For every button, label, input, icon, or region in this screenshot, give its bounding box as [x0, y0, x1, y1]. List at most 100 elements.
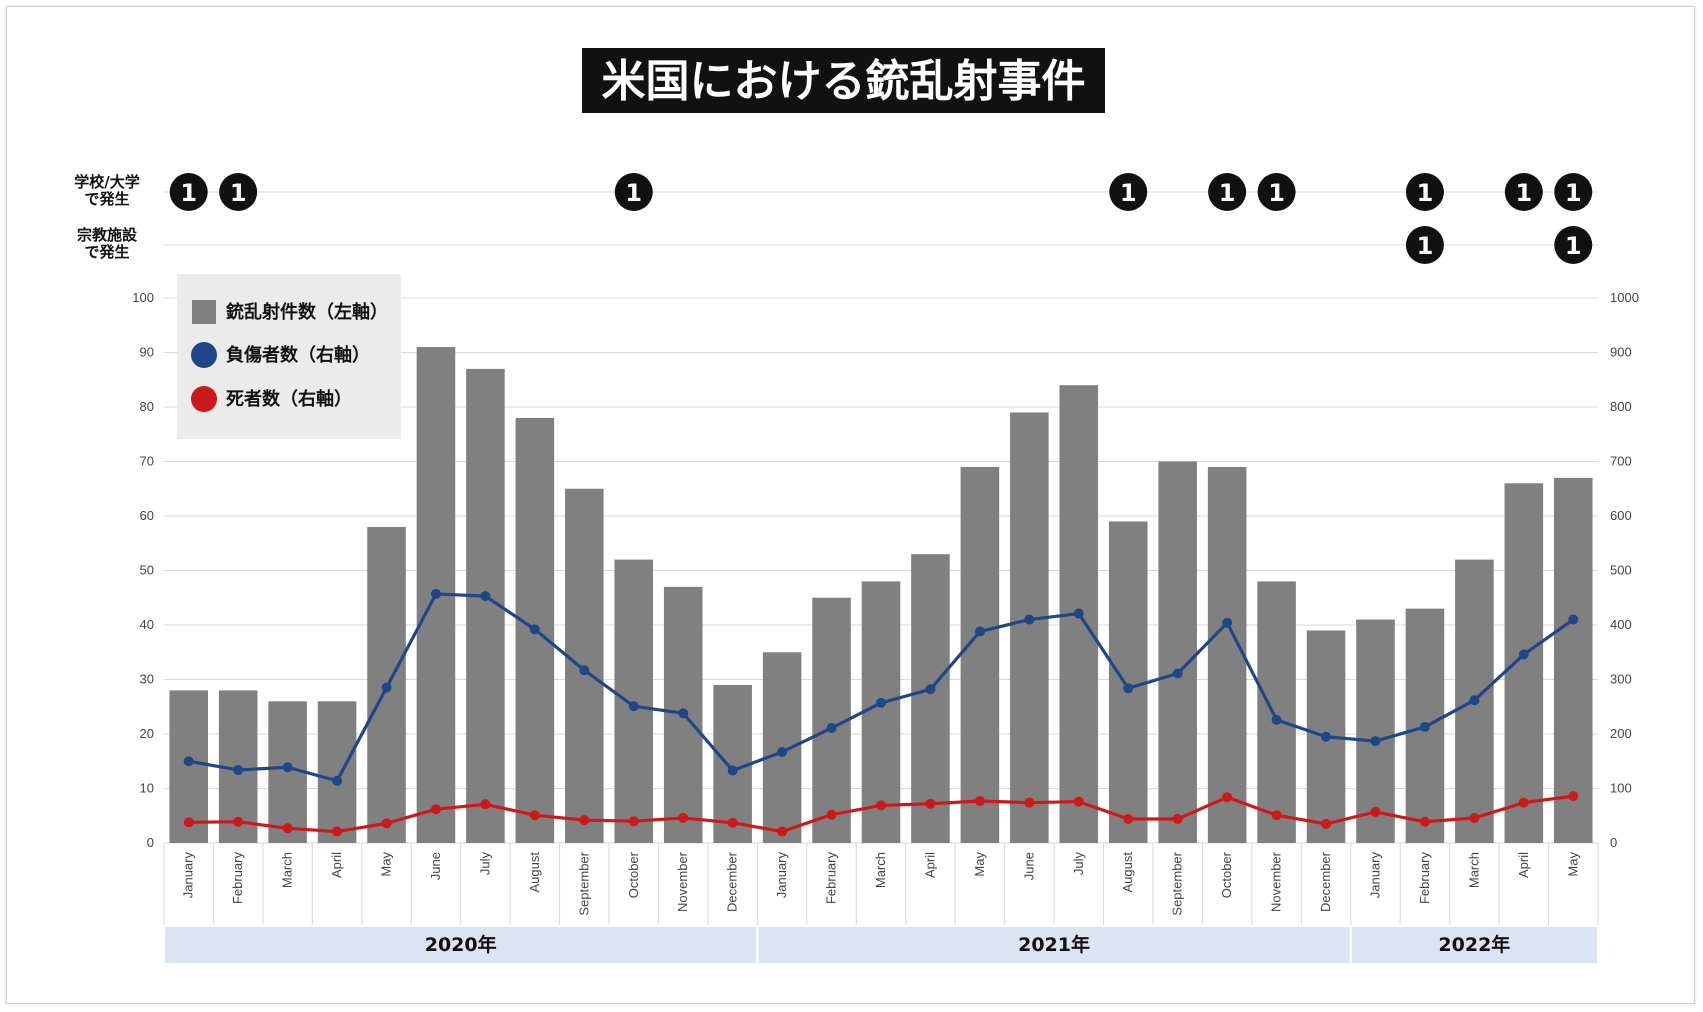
deaths-point — [282, 823, 293, 834]
year-label: 2021年 — [1018, 933, 1090, 956]
deaths-point — [1419, 816, 1430, 827]
right-tick-label: 300 — [1610, 672, 1632, 687]
injured-point — [1370, 736, 1381, 747]
left-tick-label: 40 — [140, 617, 154, 632]
injured-point — [183, 756, 194, 767]
incident-marker — [1208, 173, 1247, 211]
left-tick-label: 10 — [140, 781, 154, 796]
injured-point — [1024, 614, 1035, 625]
year-label: 2020年 — [425, 933, 497, 956]
deaths-point — [876, 800, 886, 811]
left-axis: 0 10 20 30 40 50 60 70 80 90 100 — [132, 290, 154, 850]
month-label: May — [1565, 852, 1580, 877]
right-tick-label: 900 — [1610, 345, 1632, 360]
injured-point — [480, 591, 491, 602]
injured-point — [1419, 721, 1430, 732]
right-tick-label: 500 — [1610, 563, 1632, 578]
month-label: November — [1269, 851, 1284, 912]
month-label: October — [1219, 851, 1234, 898]
incident-marker — [1554, 173, 1593, 211]
deaths-point — [1518, 797, 1529, 808]
month-label: March — [1466, 852, 1481, 888]
month-label: November — [675, 851, 690, 912]
month-label: September — [576, 851, 591, 915]
deaths-point — [826, 809, 837, 820]
right-tick-label: 400 — [1610, 617, 1632, 632]
injured-point — [1321, 731, 1332, 742]
incident-marker — [169, 173, 208, 211]
incident-row-label: 学校/大学 — [74, 173, 139, 191]
bar — [1356, 619, 1395, 843]
incident-row-label: 宗教施設 — [77, 226, 138, 244]
injured-point — [381, 682, 392, 693]
legend-label-shootings: 銃乱射件数（左軸） — [226, 301, 388, 323]
deaths-point — [974, 796, 985, 807]
left-tick-label: 30 — [140, 672, 154, 687]
injured-point — [1469, 695, 1480, 706]
incident-marker — [1405, 226, 1444, 264]
deaths-point — [1222, 792, 1233, 803]
injured-point — [1271, 714, 1282, 725]
incident-marker-count: 1 — [1417, 179, 1434, 207]
incident-marker-count: 1 — [1565, 179, 1582, 207]
incident-marker-count: 1 — [1219, 179, 1236, 207]
year-band — [165, 927, 757, 963]
deaths-point — [1568, 791, 1579, 802]
bar — [1257, 581, 1296, 843]
incident-row-label: で発生 — [84, 190, 129, 208]
deaths-point — [381, 818, 392, 829]
month-label: January — [1367, 852, 1382, 899]
injured-point — [727, 765, 738, 776]
month-label: December — [725, 851, 740, 912]
injured-point — [1222, 617, 1233, 628]
injured-point — [876, 697, 886, 708]
month-label: May — [379, 852, 394, 877]
deaths-point — [1172, 814, 1183, 825]
bar — [1504, 483, 1544, 843]
incident-marker-count: 1 — [1417, 232, 1434, 260]
month-label: April — [329, 852, 344, 878]
month-label: April — [1516, 852, 1531, 878]
incident-marker — [1554, 226, 1593, 264]
bar — [713, 684, 752, 843]
bar — [1108, 521, 1148, 843]
month-label: December — [1318, 851, 1333, 912]
month-label: January — [774, 852, 789, 899]
line-series — [183, 588, 1579, 837]
deaths-point — [1321, 818, 1332, 829]
right-tick-label: 800 — [1610, 399, 1632, 414]
right-tick-label: 0 — [1610, 835, 1617, 850]
right-tick-label: 700 — [1610, 454, 1632, 469]
month-label: February — [824, 852, 839, 905]
deaths-point — [628, 816, 639, 827]
month-label: February — [230, 852, 245, 905]
injured-point — [1123, 683, 1134, 694]
title-background — [582, 48, 1105, 113]
month-label: June — [428, 852, 443, 880]
month-label: September — [1170, 851, 1185, 915]
deaths-point — [925, 798, 936, 809]
left-tick-label: 100 — [132, 290, 154, 305]
incident-marker — [1405, 173, 1444, 211]
month-label: August — [527, 852, 542, 893]
legend-label-deaths: 死者数（右軸） — [226, 388, 352, 410]
left-tick-label: 60 — [140, 508, 154, 523]
month-label: July — [1071, 852, 1086, 876]
injured-point — [1568, 614, 1579, 625]
injured-point — [777, 746, 788, 757]
month-label: May — [972, 852, 987, 877]
deaths-point — [332, 826, 343, 837]
injured-point — [1518, 649, 1529, 660]
month-label: March — [873, 852, 888, 888]
right-tick-label: 1000 — [1610, 290, 1639, 305]
legend-swatch-injured — [191, 342, 217, 368]
incident-marker — [1109, 173, 1148, 211]
injured-point — [1172, 668, 1183, 679]
month-label: October — [626, 851, 641, 898]
bar — [960, 466, 1000, 843]
incident-marker-count: 1 — [1268, 179, 1285, 207]
bar — [911, 554, 950, 843]
chart-title: 米国における銃乱射事件 — [602, 56, 1086, 107]
right-axis: 0 100 200 300 400 500 600 700 800 900 1000 — [1610, 290, 1639, 850]
